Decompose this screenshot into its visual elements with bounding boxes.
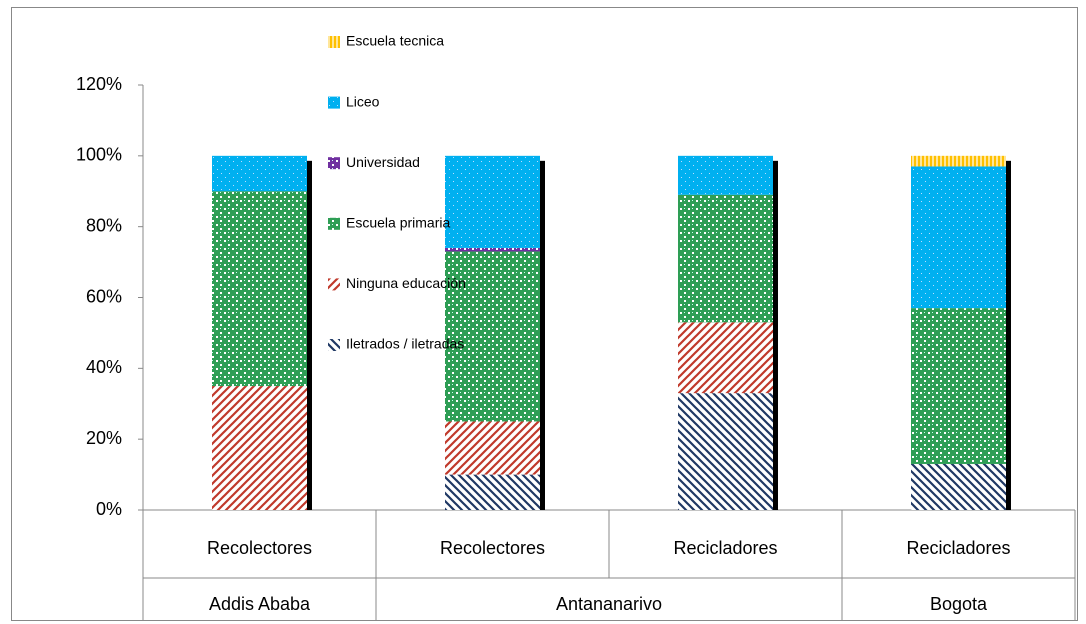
bar-segment [678,322,773,394]
legend-swatch [328,36,340,48]
y-tick-label: 100% [76,145,122,165]
group-label: Bogota [930,594,988,614]
x-tick-label: Recicladores [673,538,777,558]
x-tick-label: Recolectores [440,538,545,558]
bar-segment [445,474,540,510]
y-tick-label: 0% [96,499,122,519]
y-tick-label: 40% [86,357,122,377]
bar-segment [445,247,540,252]
group-label: Addis Ababa [209,594,311,614]
bar-segment [445,155,540,248]
legend-label: Liceo [346,93,380,109]
y-tick-label: 80% [86,215,122,235]
group-label: Antananarivo [556,594,662,614]
bar-segment [911,155,1006,167]
bar-segment [445,421,540,475]
y-tick-label: 60% [86,286,122,306]
bar-segment [212,155,307,192]
bar-segment [678,393,773,510]
legend-label: Escuela primaria [346,215,450,231]
bar-segment [212,191,307,387]
bar-segment [678,155,773,195]
legend-label: Ninguna educación [346,275,466,291]
bar-segment [445,251,540,422]
bar-segment [911,463,1006,510]
x-tick-label: Recolectores [207,538,312,558]
bar-segment [678,194,773,323]
y-tick-label: 20% [86,428,122,448]
legend-label: Iletrados / iletradas [346,336,464,352]
y-tick-label: 120% [76,74,122,94]
legend-swatch [328,96,340,109]
legend-label: Escuela tecnica [346,33,444,49]
bar-shadow [540,160,545,511]
bar-segment [911,166,1006,309]
legend-swatch [328,339,340,351]
x-tick-label: Recicladores [906,538,1010,558]
bar-shadow [307,160,312,511]
bar-segment [212,386,307,510]
legend-label: Universidad [346,154,420,170]
legend-swatch [328,217,340,230]
bar-shadow [1006,160,1011,511]
legend-swatch [328,157,340,170]
bar-shadow [773,160,778,511]
bar-segment [911,308,1006,464]
legend-swatch [328,278,340,291]
